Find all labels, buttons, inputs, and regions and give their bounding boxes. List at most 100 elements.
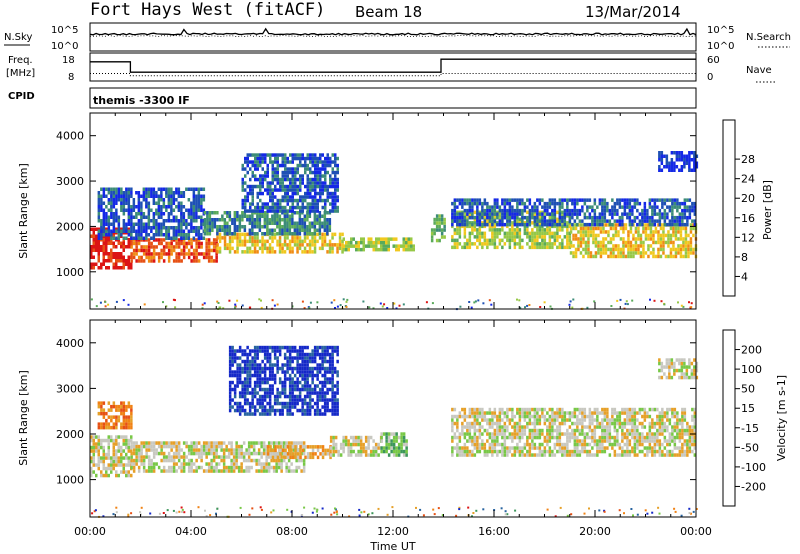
range-cell bbox=[649, 237, 653, 241]
range-cell bbox=[341, 250, 344, 254]
range-cell bbox=[332, 453, 335, 457]
range-cell bbox=[513, 242, 517, 246]
range-cell bbox=[491, 231, 494, 236]
range-cell bbox=[167, 191, 171, 195]
range-cell bbox=[211, 211, 214, 215]
range-cell bbox=[390, 237, 393, 241]
range-cell bbox=[583, 432, 587, 436]
range-cell bbox=[95, 238, 98, 242]
colorbar-tick-label: 20 bbox=[741, 192, 755, 205]
range-cell bbox=[291, 191, 294, 196]
range-cell bbox=[175, 255, 178, 260]
range-cell bbox=[122, 262, 125, 266]
range-cell bbox=[473, 425, 477, 429]
range-cell bbox=[654, 230, 658, 234]
range-cell bbox=[100, 208, 103, 212]
range-cell bbox=[508, 238, 512, 243]
range-cell bbox=[122, 259, 125, 263]
range-cell bbox=[142, 226, 146, 230]
range-cell bbox=[157, 241, 161, 246]
range-cell bbox=[263, 221, 267, 225]
range-cell bbox=[632, 254, 635, 259]
range-cell bbox=[175, 245, 178, 249]
range-cell bbox=[206, 218, 209, 222]
range-cell bbox=[281, 205, 284, 210]
range-cell bbox=[591, 414, 594, 419]
range-cell bbox=[692, 247, 695, 252]
range-cell bbox=[286, 160, 289, 164]
range-cell bbox=[672, 244, 675, 248]
range-cell bbox=[115, 449, 118, 453]
range-cell bbox=[160, 444, 163, 449]
range-cell bbox=[541, 210, 544, 215]
range-cell bbox=[182, 222, 186, 226]
range-cell bbox=[160, 255, 163, 260]
range-cell bbox=[573, 219, 577, 223]
range-cell bbox=[506, 414, 509, 419]
range-cell bbox=[598, 222, 602, 227]
range-cell bbox=[200, 236, 203, 240]
range-cell bbox=[324, 448, 327, 453]
range-cell bbox=[97, 449, 100, 453]
range-cell bbox=[632, 233, 635, 238]
range-cell bbox=[392, 453, 396, 457]
range-cell bbox=[568, 215, 572, 220]
range-cell bbox=[253, 243, 257, 247]
range-cell bbox=[461, 222, 464, 227]
range-cell bbox=[185, 441, 188, 445]
range-cell bbox=[145, 469, 148, 473]
range-cell bbox=[182, 245, 186, 249]
range-cell bbox=[521, 425, 524, 429]
range-cell bbox=[533, 214, 537, 218]
range-cell bbox=[496, 421, 499, 426]
range-cell bbox=[92, 255, 95, 259]
range-cell bbox=[526, 453, 529, 457]
range-cell bbox=[334, 184, 337, 189]
range-cell bbox=[523, 215, 527, 220]
range-cell bbox=[518, 231, 522, 236]
range-cell bbox=[120, 445, 123, 450]
range-cell bbox=[152, 236, 156, 240]
range-cell bbox=[157, 226, 161, 230]
range-cell bbox=[143, 303, 146, 306]
range-cell bbox=[210, 255, 213, 260]
range-cell bbox=[334, 191, 337, 196]
range-cell bbox=[581, 421, 584, 426]
range-cell bbox=[207, 465, 211, 470]
power-band-7 bbox=[97, 187, 206, 240]
range-cell bbox=[202, 194, 206, 198]
range-cell bbox=[556, 414, 559, 419]
velocity-band-4 bbox=[380, 432, 408, 457]
range-cell bbox=[541, 242, 544, 246]
range-cell bbox=[238, 214, 242, 218]
range-cell bbox=[606, 421, 609, 426]
range-cell bbox=[566, 231, 569, 236]
range-cell bbox=[274, 153, 277, 157]
range-cell bbox=[268, 246, 272, 251]
range-cell bbox=[167, 469, 171, 473]
range-cell bbox=[102, 233, 106, 237]
range-cell bbox=[456, 228, 459, 232]
range-cell bbox=[556, 217, 559, 222]
range-cell bbox=[493, 439, 497, 443]
range-cell bbox=[488, 421, 492, 426]
range-cell bbox=[518, 228, 522, 232]
range-cell bbox=[241, 184, 244, 189]
range-cell bbox=[611, 212, 614, 216]
range-cell bbox=[180, 191, 183, 195]
range-cell bbox=[588, 449, 592, 454]
range-cell bbox=[611, 435, 614, 440]
range-cell bbox=[345, 300, 348, 303]
range-cell bbox=[294, 452, 297, 456]
range-cell bbox=[112, 201, 116, 205]
range-cell bbox=[197, 187, 201, 191]
range-cell bbox=[97, 442, 100, 446]
range-cell bbox=[263, 239, 267, 244]
range-cell bbox=[240, 465, 243, 470]
range-cell bbox=[453, 242, 457, 246]
range-cell bbox=[226, 232, 229, 236]
range-cell bbox=[681, 215, 684, 220]
range-cell bbox=[392, 446, 396, 450]
range-cell bbox=[155, 462, 158, 466]
range-cell bbox=[572, 237, 575, 241]
